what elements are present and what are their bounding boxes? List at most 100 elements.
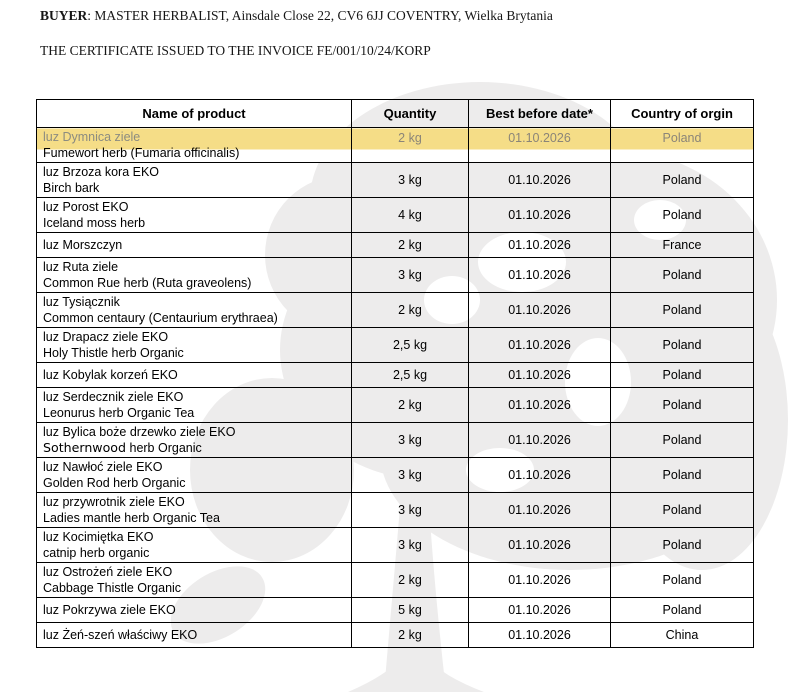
product-name-cell: luz Morszczyn [36,232,352,258]
product-name-cell: luz Nawłoć ziele EKO Golden Rod herb Orga… [36,457,352,493]
table-row: luz Ostrożeń ziele EKO Cabbage Thistle Or… [36,562,754,598]
country-of-origin-cell: Poland [610,457,754,493]
table-row: luz Porost EKO Iceland moss herb 4 kg 01.10… [36,197,754,233]
table-row: luz Pokrzywa ziele EKO 5 kg 01.10.2026 Pola… [36,597,754,623]
product-name-pl: luz Brzoza kora EKO [43,164,349,180]
best-before-date-cell: 01.10.2026 [468,622,611,648]
certificate-line: THE CERTIFICATE ISSUED TO THE INVOICE FE… [40,43,431,58]
best-before-date-cell: 01.10.2026 [468,162,611,198]
product-name-en: Birch bark [43,180,349,196]
buyer-label: BUYER [40,8,88,23]
product-name-text: luz Porost EKO [43,200,129,214]
best-before-date-cell: 01.10.2026 [468,327,611,363]
product-name-text: Golden Rod herb Organic [43,476,186,490]
product-name-text: luz Brzoza kora EKO [43,165,160,179]
header-name-of-product: Name of product [36,99,352,128]
quantity-cell: 2 kg [351,292,469,328]
product-name-cell: luz Serdecznik ziele EKO Leonurus herb Or… [36,387,352,423]
product-name-text: luz Serdecznik ziele EKO [43,390,184,404]
country-of-origin-cell: Poland [610,362,754,388]
best-before-date-cell: 01.10.2026 [468,232,611,258]
product-name-text: Common centaury (Centaurium erythraea) [43,311,278,325]
product-name-pl: luz przywrotnik ziele EKO [43,494,349,510]
country-of-origin-cell: Poland [610,327,754,363]
product-name-text: luz Ruta ziele [43,260,119,274]
product-name-en: Fumewort herb (Fumaria officinalis) [43,145,349,161]
best-before-date-cell: 01.10.2026 [468,492,611,528]
product-name-en: Cabbage Thistle Organic [43,580,349,596]
product-name-text: Cabbage Thistle Organic [43,581,182,595]
table-row-highlighted: luz Dymnica ziele Fumewort herb (Fumaria … [36,127,754,163]
product-name-text: luz Dymnica ziele [43,130,141,144]
product-name-text: luz Drapacz ziele EKO [43,330,169,344]
product-name-text: catnip herb organic [43,546,150,560]
product-name-cell: luz Kobylak korzeń EKO [36,362,352,388]
country-of-origin-cell: Poland [610,127,754,163]
product-name-text: luz Bylica boże drzewko ziele EKO [43,425,236,439]
product-name-text: luz Tysiącznik [43,295,120,309]
product-name-pl: luz Ruta ziele [43,259,349,275]
country-of-origin-cell: Poland [610,197,754,233]
product-name-text: luz Kocimiętka EKO [43,530,154,544]
product-name-en: Iceland moss herb [43,215,349,231]
product-name-en: Common centaury (Centaurium erythraea) [43,310,349,326]
table-row: luz Kobylak korzeń EKO 2,5 kg 01.10.2026 Po… [36,362,754,388]
product-name-cell: luz Brzoza kora EKO Birch bark [36,162,352,198]
product-name-en: Holy Thistle herb Organic [43,345,349,361]
table-row: luz Morszczyn 2 kg 01.10.2026 France [36,232,754,258]
table-row: luz Nawłoć ziele EKO Golden Rod herb Orga… [36,457,754,493]
country-of-origin-cell: Poland [610,527,754,563]
table-row: luz Drapacz ziele EKO Holy Thistle herb O… [36,327,754,363]
product-name-text: Leonurus herb Organic Tea [43,406,195,420]
product-name-en: catnip herb organic [43,545,349,561]
product-name-pl: luz Żeń-szeń właściwy EKO [43,627,349,643]
quantity-cell: 2 kg [351,232,469,258]
product-name-cell: luz Porost EKO Iceland moss herb [36,197,352,233]
product-name-pl: luz Porost EKO [43,199,349,215]
product-name-pl: luz Kobylak korzeń EKO [43,367,349,383]
product-name-pl: luz Serdecznik ziele EKO [43,389,349,405]
product-name-text: Fumewort herb (Fumaria officinalis) [43,146,240,160]
country-of-origin-cell: Poland [610,492,754,528]
header-country-of-origin: Country of orgin [610,99,754,128]
product-name-text: luz Morszczyn [43,238,123,252]
country-of-origin-cell: Poland [610,162,754,198]
best-before-date-cell: 01.10.2026 [468,527,611,563]
table-header-row: Name of product Quantity Best before dat… [36,99,754,128]
best-before-date-cell: 01.10.2026 [468,257,611,293]
product-name-text: luz Nawłoć ziele EKO [43,460,163,474]
product-name-en: Golden Rod herb Organic [43,475,349,491]
table-row: luz Brzoza kora EKO Birch bark 3 kg 01.10.2… [36,162,754,198]
product-name-text: Ladies mantle herb Organic Tea [43,511,220,525]
product-name-cell: luz Ostrożeń ziele EKO Cabbage Thistle Or… [36,562,352,598]
table-row: luz Ruta ziele Common Rue herb (Ruta grav… [36,257,754,293]
product-name-en: Sothernwood herb Organic [43,440,349,456]
product-name-text: luz Żeń-szeń właściwy EKO [43,628,198,642]
header-best-before-date: Best before date* [468,99,611,128]
country-of-origin-cell: Poland [610,257,754,293]
table-row: luz Kocimiętka EKO catnip herb organic 3 k… [36,527,754,563]
product-name-text: herb Organic [126,441,202,455]
product-name-cell: luz Drapacz ziele EKO Holy Thistle herb O… [36,327,352,363]
quantity-cell: 3 kg [351,457,469,493]
product-name-pl: luz Drapacz ziele EKO [43,329,349,345]
product-name-text: Holy Thistle herb Organic [43,346,184,360]
best-before-date-cell: 01.10.2026 [468,562,611,598]
product-name-pl: luz Morszczyn [43,237,349,253]
product-name-cell: luz Żeń-szeń właściwy EKO [36,622,352,648]
product-name-pl: luz Nawłoć ziele EKO [43,459,349,475]
country-of-origin-cell: Poland [610,597,754,623]
product-name-cell: luz Ruta ziele Common Rue herb (Ruta grav… [36,257,352,293]
buyer-line: BUYER: MASTER HERBALIST, Ainsdale Close … [40,8,553,24]
quantity-cell: 3 kg [351,492,469,528]
country-of-origin-cell: Poland [610,422,754,458]
product-name-text: luz Pokrzywa ziele EKO [43,603,176,617]
product-name-cell: luz przywrotnik ziele EKO Ladies mantle h… [36,492,352,528]
product-name-text: luz przywrotnik ziele EKO [43,495,185,509]
country-of-origin-cell: China [610,622,754,648]
buyer-details: : MASTER HERBALIST, Ainsdale Close 22, C… [87,8,553,23]
best-before-date-cell: 01.10.2026 [468,362,611,388]
quantity-cell: 2 kg [351,127,469,163]
product-name-text: Common Rue herb (Ruta graveolens) [43,276,252,290]
country-of-origin-cell: Poland [610,562,754,598]
